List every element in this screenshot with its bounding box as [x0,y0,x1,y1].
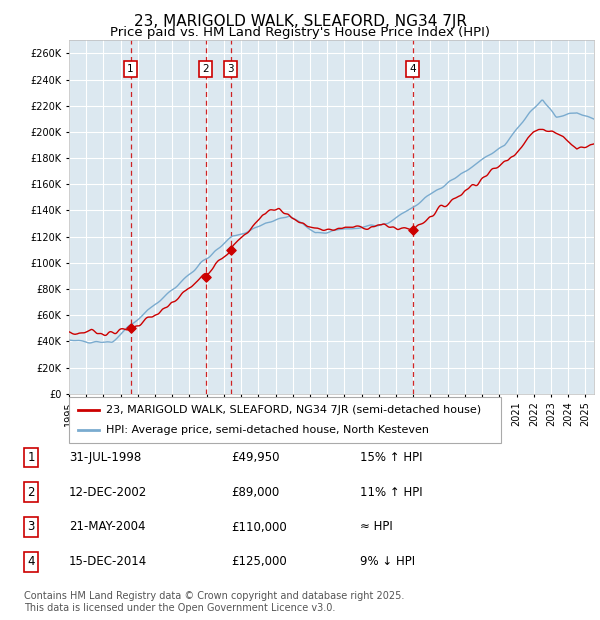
Text: Price paid vs. HM Land Registry's House Price Index (HPI): Price paid vs. HM Land Registry's House … [110,26,490,39]
Text: 4: 4 [409,64,416,74]
Text: 1: 1 [127,64,134,74]
Text: 21-MAY-2004: 21-MAY-2004 [69,521,146,533]
Text: 3: 3 [227,64,234,74]
Text: £110,000: £110,000 [231,521,287,533]
Text: Contains HM Land Registry data © Crown copyright and database right 2025.
This d: Contains HM Land Registry data © Crown c… [24,591,404,613]
Point [408,225,418,235]
Text: 4: 4 [28,556,35,568]
Text: £125,000: £125,000 [231,556,287,568]
Text: 31-JUL-1998: 31-JUL-1998 [69,451,141,464]
Text: 11% ↑ HPI: 11% ↑ HPI [360,486,422,498]
Text: 15-DEC-2014: 15-DEC-2014 [69,556,147,568]
Point [126,324,136,334]
Text: 2: 2 [203,64,209,74]
Text: 2: 2 [28,486,35,498]
FancyBboxPatch shape [69,397,501,443]
Text: 3: 3 [28,521,35,533]
Text: ≈ HPI: ≈ HPI [360,521,393,533]
Text: 23, MARIGOLD WALK, SLEAFORD, NG34 7JR: 23, MARIGOLD WALK, SLEAFORD, NG34 7JR [133,14,467,29]
Text: £89,000: £89,000 [231,486,279,498]
Point [226,245,235,255]
Text: HPI: Average price, semi-detached house, North Kesteven: HPI: Average price, semi-detached house,… [106,425,429,435]
Text: 1: 1 [28,451,35,464]
Text: 12-DEC-2002: 12-DEC-2002 [69,486,147,498]
Point [201,272,211,282]
Text: £49,950: £49,950 [231,451,280,464]
Text: 9% ↓ HPI: 9% ↓ HPI [360,556,415,568]
Text: 23, MARIGOLD WALK, SLEAFORD, NG34 7JR (semi-detached house): 23, MARIGOLD WALK, SLEAFORD, NG34 7JR (s… [106,405,481,415]
Text: 15% ↑ HPI: 15% ↑ HPI [360,451,422,464]
